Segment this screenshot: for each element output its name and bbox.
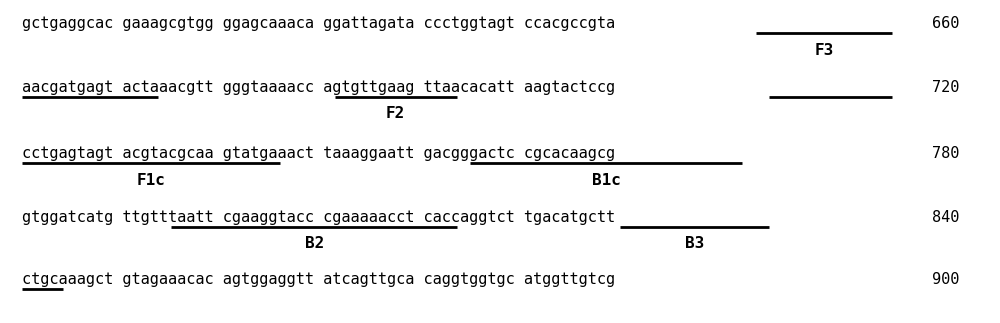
Text: aacgatgagt actaaacgtt gggtaaaacc agtgttgaag ttaacacatt aagtactccg: aacgatgagt actaaacgtt gggtaaaacc agtgttg… xyxy=(22,80,615,95)
Text: cctgagtagt acgtacgcaa gtatgaaact taaaggaatt gacgggactc cgcacaagcg: cctgagtagt acgtacgcaa gtatgaaact taaagga… xyxy=(22,146,615,161)
Text: 780: 780 xyxy=(932,146,959,161)
Text: B2: B2 xyxy=(305,236,324,251)
Text: F2: F2 xyxy=(386,106,405,121)
Text: gtggatcatg ttgtttaatt cgaaggtacc cgaaaaacct caccaggtct tgacatgctt: gtggatcatg ttgtttaatt cgaaggtacc cgaaaaa… xyxy=(22,210,615,225)
Text: 720: 720 xyxy=(932,80,959,95)
Text: 900: 900 xyxy=(932,272,959,287)
Text: B1c: B1c xyxy=(592,173,621,188)
Text: gctgaggcac gaaagcgtgg ggagcaaaca ggattagata ccctggtagt ccacgccgta: gctgaggcac gaaagcgtgg ggagcaaaca ggattag… xyxy=(22,16,615,31)
Text: 840: 840 xyxy=(932,210,959,225)
Text: ctgcaaagct gtagaaacac agtggaggtt atcagttgca caggtggtgc atggttgtcg: ctgcaaagct gtagaaacac agtggaggtt atcagtt… xyxy=(22,272,615,287)
Text: 660: 660 xyxy=(932,16,959,31)
Text: B3: B3 xyxy=(685,236,704,251)
Text: F1c: F1c xyxy=(137,173,166,188)
Text: F3: F3 xyxy=(814,43,833,58)
